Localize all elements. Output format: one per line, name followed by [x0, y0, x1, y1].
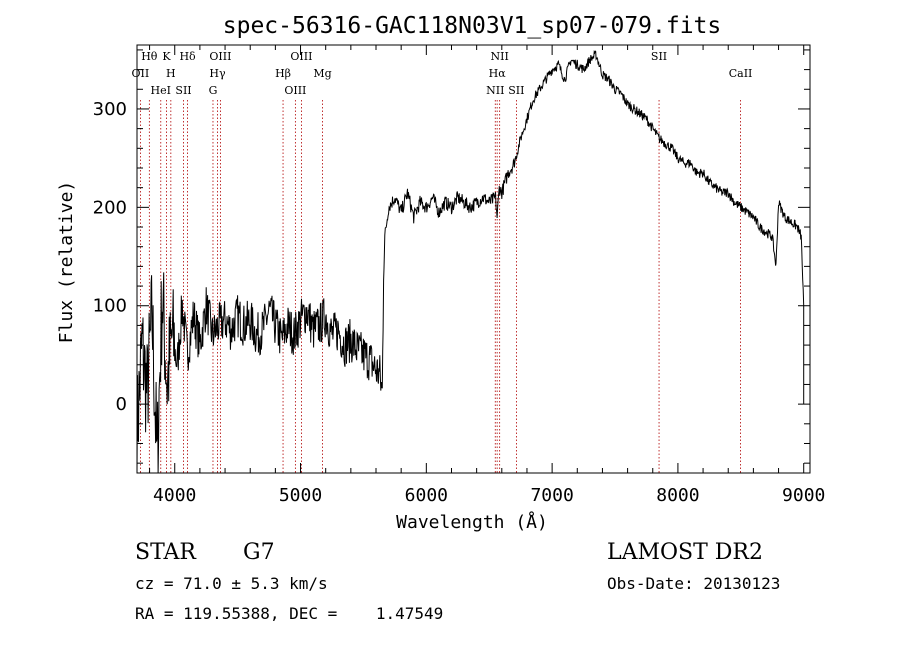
marker-label: Hβ: [275, 67, 291, 80]
marker-label: Hα: [489, 67, 507, 80]
marker-labels: HθOIIHeIKHSIIHδHγGOIIIHβOIIIOIIIMgNIINII…: [132, 50, 753, 97]
marker-label: CaII: [729, 67, 753, 80]
marker-label: SII: [508, 84, 524, 97]
marker-label: SII: [651, 50, 667, 63]
marker-label: G: [209, 84, 218, 97]
x-tick-label: 5000: [279, 485, 322, 506]
marker-lines: [139, 100, 741, 473]
x-axis: 4000 5000 6000 7000 8000 9000: [149, 45, 825, 506]
marker-label: OIII: [284, 84, 306, 97]
marker-label: OIII: [209, 50, 231, 63]
x-tick-label: 8000: [656, 485, 699, 506]
marker-label: OII: [132, 67, 150, 80]
y-tick-label: 200: [93, 197, 127, 218]
y-axis: 0 100 200 300: [93, 49, 810, 464]
marker-label: Hδ: [179, 50, 196, 63]
spectrum-line: [136, 49, 805, 474]
spectrum-series: [136, 49, 805, 474]
x-tick-label: 7000: [530, 485, 573, 506]
y-tick-label: 100: [93, 296, 127, 317]
y-tick-label: 0: [116, 394, 127, 415]
marker-label: NII: [491, 50, 509, 63]
marker-label: H: [166, 67, 176, 80]
y-tick-label: 300: [93, 99, 127, 120]
chart-title: spec-56316-GAC118N03V1_sp07-079.fits: [223, 13, 722, 39]
plot-frame: [136, 44, 811, 474]
marker-label: K: [162, 50, 171, 63]
coordinates: RA = 119.55388, DEC = 1.47549: [135, 604, 443, 623]
survey-name: LAMOST DR2: [607, 540, 763, 565]
object-class: STAR: [135, 540, 197, 565]
marker-label: Mg: [313, 67, 331, 80]
obs-date: Obs-Date: 20130123: [607, 574, 780, 593]
marker-label: OIII: [290, 50, 312, 63]
x-tick-label: 9000: [782, 485, 825, 506]
marker-label: NII: [486, 84, 504, 97]
object-subclass: G7: [243, 540, 275, 565]
x-tick-label: 6000: [405, 485, 448, 506]
marker-label: SII: [175, 84, 191, 97]
x-tick-label: 4000: [153, 485, 196, 506]
marker-label: Hγ: [209, 67, 226, 80]
marker-label: Hθ: [141, 50, 158, 63]
y-axis-label: Flux (relative): [56, 181, 77, 344]
marker-label: HeI: [151, 84, 171, 97]
redshift-cz: cz = 71.0 ± 5.3 km/s: [135, 574, 328, 593]
x-axis-label: Wavelength (Å): [396, 511, 548, 533]
